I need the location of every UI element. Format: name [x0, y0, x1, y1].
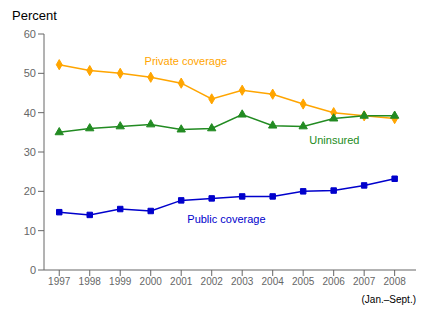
svg-text:1997: 1997 [48, 276, 71, 287]
svg-text:2006: 2006 [323, 276, 346, 287]
html-text:Percent: Percent [12, 8, 57, 23]
svg-text:20: 20 [24, 185, 36, 197]
svg-text:1999: 1999 [109, 276, 132, 287]
svg-text:2004: 2004 [262, 276, 285, 287]
html-text:(Jan.–Sept.): (Jan.–Sept.) [361, 294, 416, 305]
svg-text:2005: 2005 [292, 276, 315, 287]
svg-text:Public coverage: Public coverage [187, 213, 265, 225]
svg-text:1998: 1998 [79, 276, 102, 287]
svg-text:2000: 2000 [140, 276, 163, 287]
svg-text:50: 50 [24, 67, 36, 79]
svg-text:60: 60 [24, 28, 36, 40]
svg-text:0: 0 [30, 264, 36, 276]
svg-text:2007: 2007 [353, 276, 376, 287]
svg-text:2003: 2003 [231, 276, 254, 287]
svg-text:2001: 2001 [170, 276, 193, 287]
svg-text:2008: 2008 [384, 276, 407, 287]
svg-text:Uninsured: Uninsured [309, 134, 359, 146]
svg-text:2002: 2002 [201, 276, 224, 287]
svg-text:10: 10 [24, 225, 36, 237]
svg-text:30: 30 [24, 146, 36, 158]
svg-text:Private coverage: Private coverage [145, 55, 228, 67]
svg-text:40: 40 [24, 107, 36, 119]
